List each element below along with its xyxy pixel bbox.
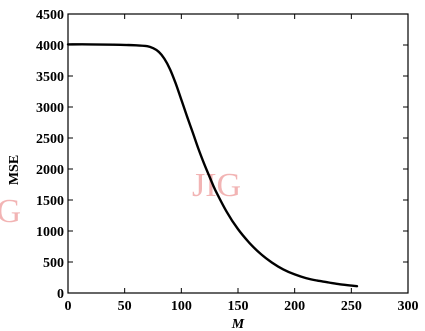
x-axis-title: M	[231, 317, 245, 331]
x-tick-label: 200	[284, 299, 305, 314]
y-tick-label: 2000	[36, 163, 64, 178]
x-tick-label: 0	[65, 299, 72, 314]
x-tick-label: 250	[341, 299, 362, 314]
y-tick-label: 2500	[36, 132, 64, 147]
y-tick-label: 3000	[36, 101, 64, 116]
tick-labels: 0 50 100 150 200 250 3000500100015002000250030…	[36, 8, 419, 314]
axis-ticks	[67, 13, 409, 294]
x-tick-label: 100	[171, 299, 192, 314]
y-tick-label: 1000	[36, 225, 64, 240]
y-tick-label: 3500	[36, 70, 64, 85]
x-tick-label: 50	[118, 299, 132, 314]
y-tick-label: 4000	[36, 39, 64, 54]
y-tick-label: 1500	[36, 194, 64, 209]
y-tick-label: 4500	[36, 8, 64, 23]
plot-frame	[67, 13, 409, 294]
y-tick-label: 0	[57, 287, 64, 302]
mse-curve	[66, 43, 359, 288]
watermark-left: JIG	[0, 193, 21, 230]
y-axis-title: MSE	[7, 155, 22, 185]
y-tick-label: 500	[43, 256, 64, 271]
x-tick-label: 300	[398, 299, 419, 314]
watermark-center: JIG	[192, 167, 241, 204]
x-tick-label: 150	[228, 299, 249, 314]
